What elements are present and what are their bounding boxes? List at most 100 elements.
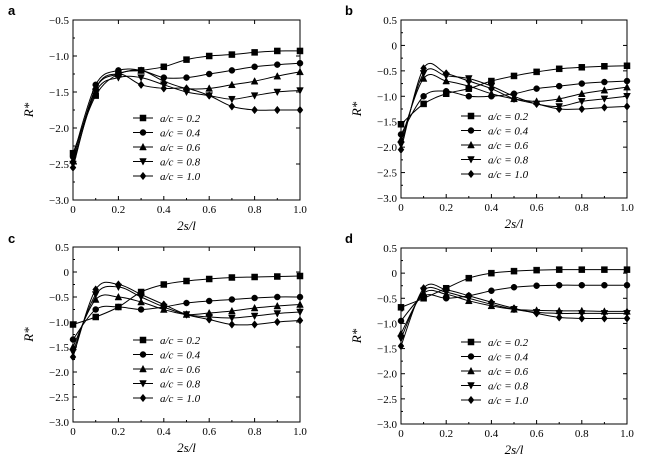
data-point: [601, 103, 608, 112]
x-axis-title: 2s/l: [505, 442, 524, 457]
y-tick-label: −1.5: [49, 342, 69, 354]
data-point: [183, 277, 190, 285]
legend-label: a/c = 0.2: [160, 113, 201, 125]
data-point: [274, 273, 281, 280]
legend-label: a/c = 1.0: [488, 395, 529, 407]
data-point: [273, 88, 282, 97]
data-point: [578, 314, 586, 323]
x-tick-label: 1.0: [620, 202, 634, 214]
data-point: [510, 267, 518, 275]
data-point: [533, 68, 540, 76]
series-2: [397, 77, 631, 138]
data-point: [487, 89, 496, 97]
data-point: [555, 313, 563, 322]
legend: a/c = 0.2 a/c = 0.4 a/c = 0.6 a/c = 0.8 a/c …: [133, 335, 201, 405]
y-tick-label: 0: [392, 268, 398, 280]
data-point: [92, 84, 100, 93]
data-point: [205, 91, 213, 100]
data-point: [442, 69, 450, 78]
y-tick-label: −2.0: [49, 123, 69, 135]
data-point: [465, 76, 473, 86]
y-axis-title: R*: [21, 327, 36, 343]
data-point: [228, 95, 236, 104]
data-point: [183, 299, 190, 307]
legend-label: a/c = 0.6: [160, 142, 201, 154]
legend-label: a/c = 0.6: [488, 366, 529, 378]
data-point: [296, 47, 304, 55]
y-tick-label: −2.5: [377, 394, 397, 406]
panel-b: b 0 0.2 0.4 0.6 0.8 1.0 −3.0 −2.5 −2.0 −1.5 −1.0 −0.…: [345, 3, 634, 231]
data-point: [228, 102, 236, 111]
legend-label: a/c = 0.4: [160, 350, 201, 362]
data-point: [274, 293, 281, 301]
data-point: [533, 309, 540, 318]
data-point: [600, 95, 609, 103]
data-point: [205, 52, 213, 60]
data-point: [623, 102, 631, 111]
y-tick-label: −3.0: [377, 193, 397, 205]
x-tick-label: 0.4: [157, 426, 171, 438]
data-point: [273, 301, 282, 310]
data-point: [273, 310, 282, 318]
data-point: [488, 298, 495, 307]
panel-letter: b: [345, 3, 353, 18]
data-point: [510, 72, 518, 80]
data-point: [114, 292, 123, 301]
legend-label: a/c = 0.2: [488, 111, 529, 123]
legend-label: a/c = 0.4: [488, 352, 529, 364]
x-axis-title: 2s/l: [177, 218, 196, 233]
data-point: [578, 80, 586, 87]
panel-letter: a: [8, 3, 16, 18]
data-point: [420, 93, 427, 100]
data-point: [555, 82, 563, 90]
data-point: [397, 335, 405, 343]
data-point: [160, 84, 168, 93]
x-tick-label: 0: [398, 202, 404, 214]
y-tick-label: −3.0: [377, 419, 397, 431]
legend-label: a/c = 0.4: [160, 128, 201, 140]
data-point: [183, 74, 190, 81]
x-tick-label: 0.8: [575, 428, 589, 440]
y-tick-label: −1.0: [377, 318, 397, 330]
data-point: [251, 320, 258, 329]
panel-a: a 0 0.2 0.4 0.6 0.8 1.0 −3.0 −2.5 −2.0 −1.5 −1.0 −0.…: [8, 3, 307, 233]
data-point: [228, 80, 236, 89]
data-point: [137, 290, 145, 299]
data-point: [205, 297, 213, 305]
data-point: [228, 320, 236, 329]
series-5: [397, 283, 631, 351]
data-point: [623, 93, 631, 101]
legend-label: a/c = 0.6: [488, 140, 529, 152]
series-5: [69, 280, 304, 362]
data-point: [137, 66, 145, 74]
data-point: [160, 281, 168, 288]
series-5: [69, 69, 304, 172]
legend-label: a/c = 1.0: [160, 393, 201, 405]
x-tick-label: 0.6: [202, 204, 216, 216]
legend: a/c = 0.2 a/c = 0.4 a/c = 0.6 a/c = 0.8 a/c …: [133, 113, 201, 183]
data-point: [578, 104, 586, 114]
data-point: [623, 281, 631, 289]
data-point: [420, 284, 427, 293]
y-tick-label: −2.0: [377, 142, 397, 154]
y-tick-label: −0.5: [377, 66, 397, 78]
data-point: [296, 300, 304, 308]
legend-label: a/c = 0.6: [160, 364, 201, 376]
x-tick-label: 0: [70, 204, 76, 216]
x-tick-label: 0.2: [439, 202, 453, 214]
legend-marker: [139, 171, 147, 181]
data-point: [397, 121, 405, 128]
data-point: [578, 281, 586, 289]
data-point: [183, 56, 190, 63]
data-point: [250, 312, 259, 321]
data-point: [397, 341, 405, 351]
data-point: [623, 62, 631, 70]
legend-marker: [467, 366, 475, 375]
y-tick-label: −2.5: [377, 168, 397, 180]
y-tick-label: −1.5: [377, 344, 397, 356]
data-point: [228, 306, 236, 315]
data-point: [623, 310, 631, 318]
y-tick-label: −3.0: [49, 417, 69, 429]
data-point: [442, 87, 450, 95]
data-point: [250, 77, 259, 85]
